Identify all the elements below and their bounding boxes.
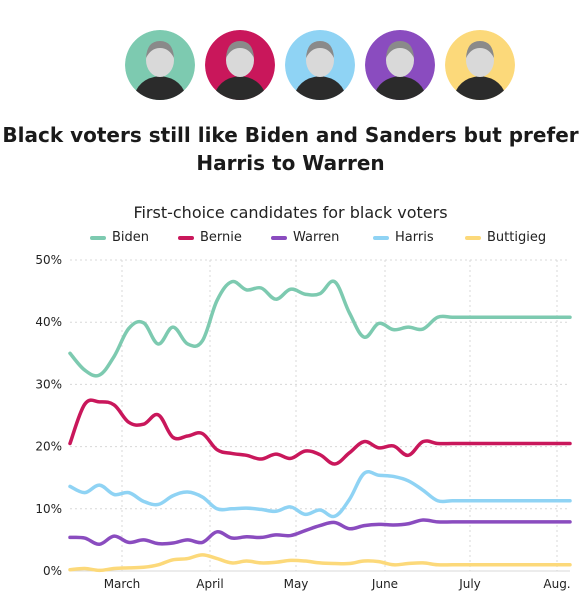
series-line-buttigieg xyxy=(68,553,572,573)
sanders-portrait-image xyxy=(205,30,275,100)
legend-swatch-bernie xyxy=(178,235,194,240)
legend-label-harris: Harris xyxy=(395,230,434,245)
y-tick-label: 0% xyxy=(43,564,62,578)
x-tick-label: June xyxy=(371,577,398,591)
x-tick-label: May xyxy=(284,577,309,591)
legend-swatch-buttigieg xyxy=(465,235,481,240)
sanders-portrait xyxy=(205,30,275,100)
legend-swatch-harris xyxy=(373,235,389,240)
warren-portrait xyxy=(365,30,435,100)
series-line-biden xyxy=(68,279,572,378)
y-tick-label: 20% xyxy=(35,440,62,454)
legend-label-warren: Warren xyxy=(293,230,340,245)
harris-portrait-image xyxy=(285,30,355,100)
legend-label-bernie: Bernie xyxy=(200,230,242,245)
legend-swatch-biden xyxy=(90,235,106,240)
x-tick-label: Aug. xyxy=(543,577,570,591)
y-tick-label: 30% xyxy=(35,377,62,391)
legend-item-bernie: Bernie xyxy=(178,230,242,245)
buttigieg-portrait-image xyxy=(445,30,515,100)
headline: Black voters still like Biden and Sander… xyxy=(2,123,579,175)
legend-label-buttigieg: Buttigieg xyxy=(487,230,547,245)
x-tick-label: March xyxy=(104,577,141,591)
line-chart: 0% 10% 20% 30% 40% 50% March April May June July Au… xyxy=(35,253,572,591)
warren-portrait-image xyxy=(365,30,435,100)
harris-portrait xyxy=(285,30,355,100)
biden-portrait-image xyxy=(125,30,195,100)
x-tick-label: April xyxy=(196,577,223,591)
x-tick-label: July xyxy=(458,577,481,591)
chart-title: First-choice candidates for black voters xyxy=(133,203,448,222)
legend-item-warren: Warren xyxy=(271,230,339,245)
legend-swatch-warren xyxy=(271,235,287,240)
chart-legend: Biden Bernie Warren Harris Buttigieg xyxy=(0,230,581,248)
legend-label-biden: Biden xyxy=(112,230,150,245)
y-tick-label: 50% xyxy=(35,253,62,267)
series-line-harris xyxy=(68,469,572,519)
legend-item-biden: Biden xyxy=(90,230,149,245)
legend-item-buttigieg: Buttigieg xyxy=(465,230,546,245)
legend-item-harris: Harris xyxy=(373,230,434,245)
buttigieg-portrait xyxy=(445,30,515,100)
biden-portrait xyxy=(125,30,195,100)
series-line-warren xyxy=(68,518,572,547)
candidate-portraits xyxy=(0,0,581,110)
series-line-bernie xyxy=(68,398,572,466)
y-tick-label: 10% xyxy=(35,502,62,516)
y-tick-label: 40% xyxy=(35,315,62,329)
